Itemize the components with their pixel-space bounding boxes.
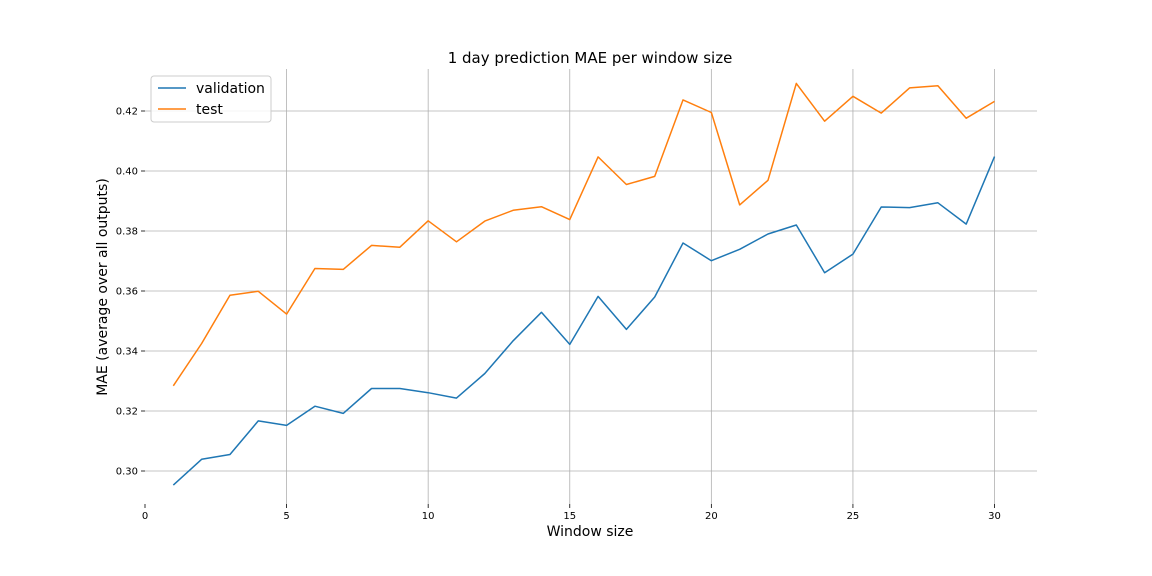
x-tick-label: 30: [988, 511, 1001, 522]
x-tick-label: 20: [705, 511, 718, 522]
x-tick-label: 0: [142, 511, 148, 522]
x-tick-label: 5: [283, 511, 289, 522]
y-tick-label: 0.40: [116, 167, 138, 178]
y-tick-label: 0.38: [116, 227, 138, 238]
axis-ticks: 0 5 10 15 20 25 30 0.30 0.32 0.34 0.36 0.38 0.40 0.42: [116, 107, 1001, 523]
legend: validation test: [150, 75, 272, 123]
y-tick-label: 0.32: [116, 407, 138, 418]
x-tick-label: 10: [422, 511, 435, 522]
series-line-test: [172, 82, 995, 387]
legend-label-test: test: [196, 102, 223, 118]
y-tick-label: 0.42: [116, 107, 138, 118]
y-axis-label: MAE (average over all outputs): [95, 178, 111, 396]
grid: [145, 69, 1037, 504]
y-tick-label: 0.36: [116, 287, 138, 298]
y-tick-label: 0.34: [116, 347, 138, 358]
series-line-validation: [172, 156, 996, 486]
x-tick-label: 15: [563, 511, 576, 522]
chart-title: 1 day prediction MAE per window size: [448, 49, 733, 67]
legend-label-validation: validation: [196, 81, 265, 97]
x-tick-label: 25: [847, 511, 860, 522]
y-tick-label: 0.30: [116, 467, 138, 478]
x-axis-label: Window size: [547, 524, 634, 540]
series-lines: [172, 82, 996, 486]
